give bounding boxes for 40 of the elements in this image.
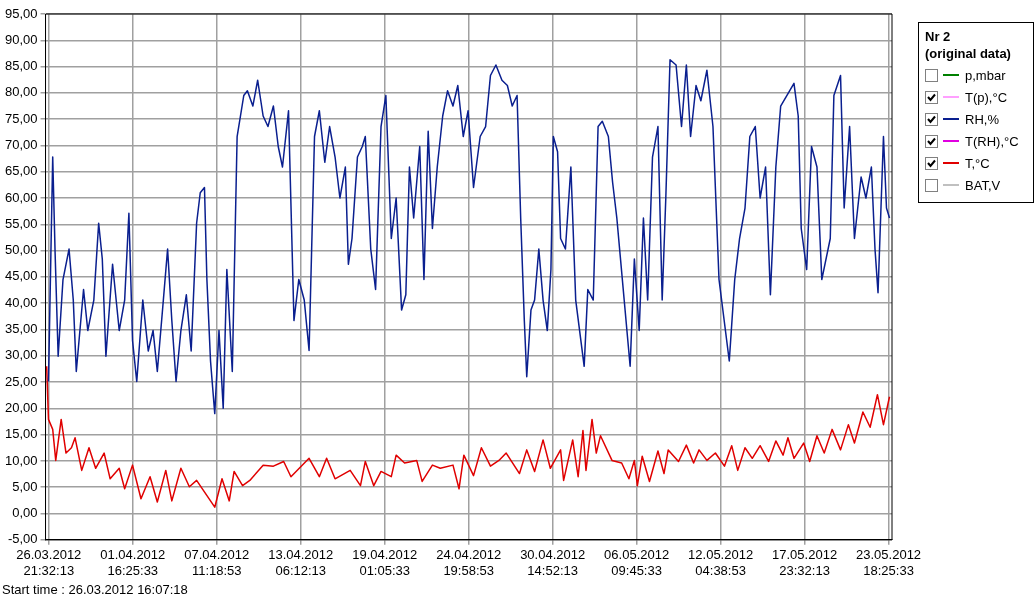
y-tick-label: 95,00 — [4, 5, 38, 21]
x-tick-label: 17.05.2012 23:32:13 — [772, 547, 838, 578]
y-tick-label: -5,00 — [7, 531, 38, 547]
y-tick-label: 65,00 — [4, 163, 38, 179]
x-tick-label: 19.04.2012 01:05:33 — [352, 547, 418, 578]
x-tick-label: 06.05.2012 09:45:33 — [604, 547, 670, 578]
legend-label: T(p),°C — [965, 89, 1008, 105]
y-tick-label: 70,00 — [4, 137, 38, 153]
y-tick-label: 10,00 — [4, 452, 38, 468]
y-tick-label: 20,00 — [4, 399, 38, 415]
y-tick-label: 45,00 — [4, 268, 38, 284]
legend-label: BAT,V — [965, 177, 1001, 193]
y-tick-label: 60,00 — [4, 189, 38, 205]
y-tick-label: 25,00 — [4, 373, 38, 389]
x-tick-label: 07.04.2012 11:18:53 — [184, 547, 250, 578]
y-tick-label: 5,00 — [12, 478, 38, 494]
x-tick-label: 13.04.2012 06:12:13 — [268, 547, 334, 578]
y-tick-label: 80,00 — [4, 84, 38, 100]
y-tick-label: 50,00 — [4, 242, 38, 258]
y-tick-label: 40,00 — [4, 294, 38, 310]
y-tick-label: 90,00 — [4, 31, 38, 47]
legend-label: p,mbar — [965, 67, 1006, 83]
legend-label: RH,% — [965, 111, 999, 127]
y-tick-label: 55,00 — [4, 215, 38, 231]
y-tick-label: 30,00 — [4, 347, 38, 363]
y-tick-label: 35,00 — [4, 321, 38, 337]
legend-label: T,°C — [965, 155, 990, 171]
y-tick-label: 75,00 — [4, 110, 38, 126]
x-tick-label: 12.05.2012 04:38:53 — [688, 547, 754, 578]
x-tick-label: 30.04.2012 14:52:13 — [520, 547, 586, 578]
text: Start time : 26.03.2012 16:07:18 — [2, 582, 188, 597]
x-tick-label: 26.03.2012 21:32:13 — [16, 547, 82, 578]
y-tick-label: 0,00 — [12, 505, 38, 521]
y-tick-label: 15,00 — [4, 426, 38, 442]
x-tick-label: 01.04.2012 16:25:33 — [100, 547, 166, 578]
y-tick-label: 85,00 — [4, 58, 38, 74]
legend-title: Nr 2 (original data) — [925, 28, 1012, 62]
x-tick-label: 24.04.2012 19:58:53 — [436, 547, 502, 578]
legend-label: T(RH),°C — [965, 133, 1019, 149]
x-tick-label: 23.05.2012 18:25:33 — [856, 547, 922, 578]
